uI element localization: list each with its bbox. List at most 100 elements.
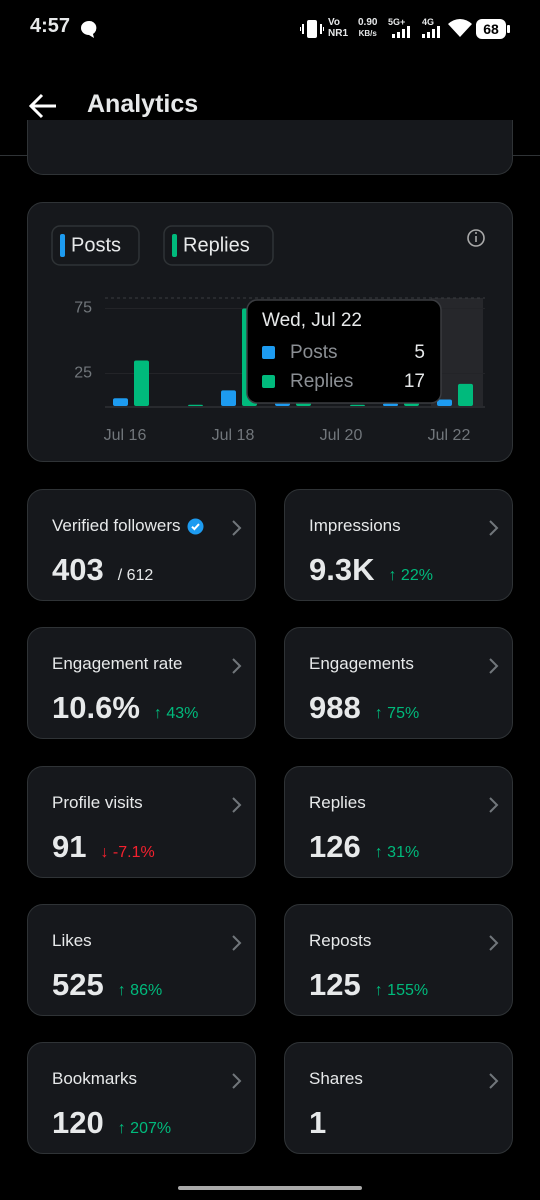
tooltip-title: Wed, Jul 22 [262, 310, 362, 331]
chevron [232, 796, 242, 813]
chevron-path [232, 935, 242, 951]
metric-label: Likes [52, 931, 92, 951]
verified-badge [187, 518, 204, 534]
signal-label: 4G [422, 17, 435, 27]
metric-card[interactable]: Shares 1 [284, 1042, 513, 1155]
metric-card[interactable]: Engagements 988 ↑ 75% [284, 627, 513, 740]
metric-row: 9.3K ↑ 22% [309, 552, 433, 588]
legend-swatch [60, 234, 65, 257]
badge-check [190, 522, 200, 531]
metric-label: Replies [309, 793, 366, 813]
chevron [489, 658, 499, 675]
metric-card[interactable]: Replies 126 ↑ 31% [284, 765, 513, 878]
metric-row: 1 [309, 1105, 326, 1141]
metric-row: 988 ↑ 75% [309, 690, 419, 726]
metric-card[interactable]: Reposts 125 ↑ 155% [284, 903, 513, 1016]
chevron-path [232, 1073, 242, 1089]
legend-label: Posts [71, 234, 121, 256]
legend-swatch [172, 234, 177, 257]
partial-card [27, 120, 513, 175]
home-indicator [178, 1186, 362, 1190]
metric-label-text: Engagement rate [52, 654, 183, 674]
metric-label: Impressions [309, 516, 401, 536]
metric-card[interactable]: Verified followers 403 / 612 [27, 489, 256, 601]
metric-label-text: Verified followers [52, 516, 181, 535]
chevron-path [489, 796, 499, 813]
net-speed: 0.90 KB/s [358, 17, 377, 39]
metric-row: 126 ↑ 31% [309, 829, 419, 865]
metric-label-text: Replies [309, 792, 366, 812]
chat-icon [81, 20, 97, 38]
y-tick-label: 25 [74, 365, 92, 382]
network-line: NR1 [328, 28, 349, 39]
metric-value: 1 [309, 1105, 327, 1141]
metric-row: 125 ↑ 155% [309, 967, 428, 1003]
bar [221, 390, 236, 406]
chevron-path [232, 658, 242, 675]
chevron [232, 520, 242, 536]
metric-change: ↑ 31% [374, 843, 420, 861]
back-button[interactable] [28, 92, 60, 120]
chevron-path [232, 796, 242, 813]
metric-value: 125 [309, 966, 361, 1002]
legend-chip [163, 225, 274, 266]
x-tick-label: Jul 16 [104, 427, 147, 444]
legend-chip [51, 225, 140, 266]
metric-label-text: Impressions [309, 516, 401, 535]
bar [383, 403, 398, 406]
metric-row: 120 ↑ 207% [52, 1105, 171, 1141]
bar [188, 404, 203, 406]
info-icon-dot [475, 232, 477, 234]
chevron-path [489, 658, 499, 675]
metric-value: 403 [52, 552, 104, 587]
metric-value: 9.3K [309, 552, 375, 587]
metric-card[interactable]: Engagement rate 10.6% ↑ 43% [27, 627, 256, 740]
metric-card[interactable]: Likes 525 ↑ 86% [27, 903, 256, 1016]
bar [350, 404, 365, 406]
chevron [489, 796, 499, 813]
chevron-path [489, 520, 499, 536]
chevron [489, 935, 499, 951]
metric-card[interactable]: Profile visits 91 ↓ -7.1% [27, 765, 256, 878]
network-line: Vo [328, 17, 341, 28]
x-tick-label: Jul 22 [428, 427, 471, 444]
metric-value: 126 [309, 828, 361, 864]
tooltip-value: 5 [414, 342, 425, 363]
metric-row: 10.6% ↑ 43% [52, 690, 198, 726]
signal-icon [422, 26, 440, 38]
metric-change: ↑ 22% [388, 567, 433, 584]
metric-row: 91 ↓ -7.1% [52, 829, 155, 865]
metric-label: Shares [309, 1069, 363, 1089]
info-icon [467, 229, 485, 247]
speed-value: 0.90 [358, 17, 378, 28]
metric-card[interactable]: Impressions 9.3K ↑ 22% [284, 489, 513, 601]
metric-change: ↑ 75% [374, 705, 420, 723]
metric-label: Engagements [309, 654, 414, 674]
tooltip-swatch [262, 346, 275, 359]
metric-label-text: Shares [309, 1069, 363, 1089]
metric-label-text: Likes [52, 930, 92, 950]
metric-card[interactable]: Bookmarks 120 ↑ 207% [27, 1042, 256, 1155]
metric-total: / 612 [117, 567, 154, 584]
bar [113, 398, 128, 406]
signal-icon [392, 26, 410, 38]
chevron [489, 1073, 499, 1089]
metric-row: 525 ↑ 86% [52, 967, 162, 1003]
metric-label: Verified followers [52, 516, 204, 536]
battery-tip [507, 25, 510, 33]
metric-label-text: Profile visits [52, 792, 143, 812]
chevron [489, 520, 499, 536]
metric-value: 10.6% [52, 690, 140, 726]
battery: 68 [476, 19, 506, 39]
metric-row: 403 / 612 [52, 552, 153, 588]
metric-value: 988 [309, 690, 361, 726]
x-tick-label: Jul 20 [320, 427, 363, 444]
tooltip-value: 17 [404, 371, 425, 392]
legend-label: Replies [183, 234, 250, 256]
metric-label: Bookmarks [52, 1069, 137, 1089]
chevron [232, 935, 242, 951]
chevron [232, 658, 242, 675]
network-type: Vo NR1 [328, 17, 348, 39]
metric-label: Profile visits [52, 793, 143, 813]
